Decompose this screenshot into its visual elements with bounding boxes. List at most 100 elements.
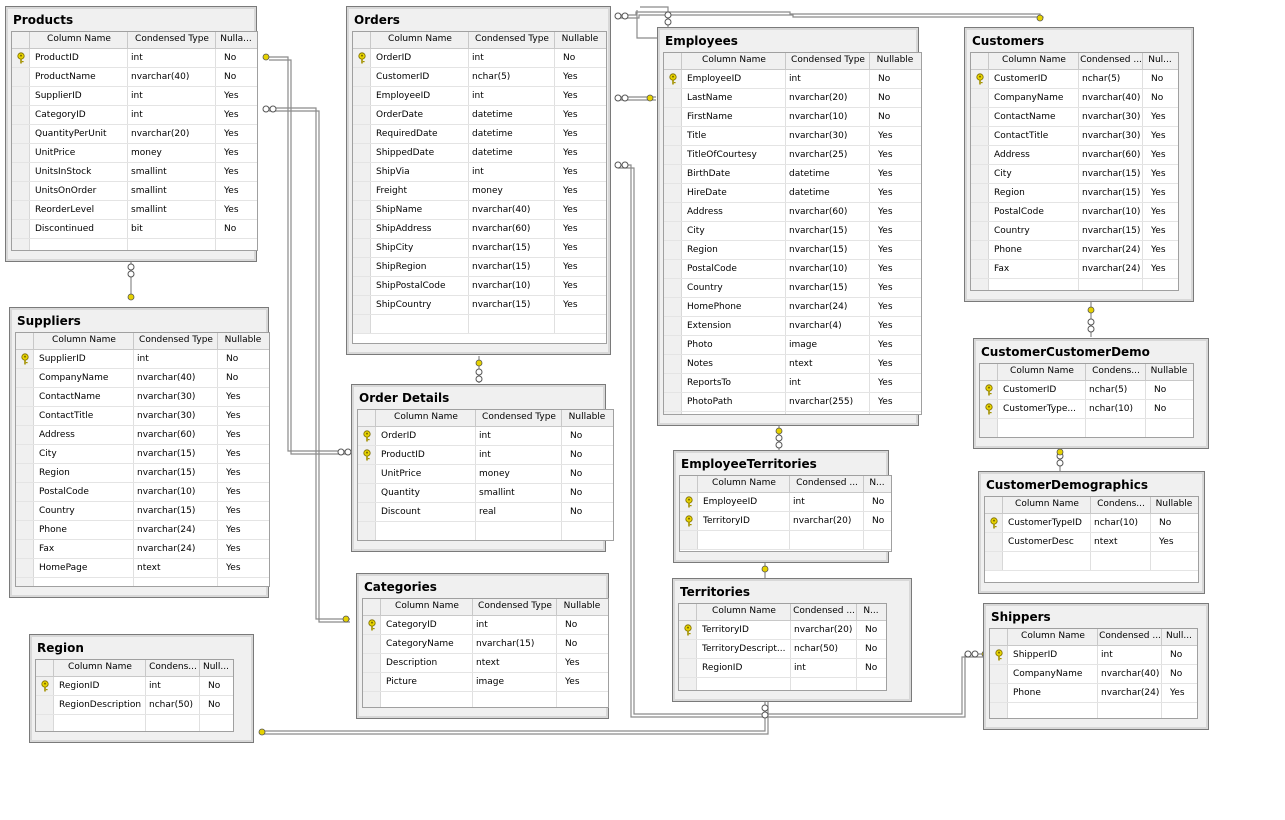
table-row[interactable]: Picture image Yes xyxy=(363,673,608,692)
cell-column-name[interactable]: ContactTitle xyxy=(39,411,94,421)
cell-nullable[interactable]: Yes xyxy=(878,302,893,312)
cell-column-name[interactable]: Discount xyxy=(381,507,421,517)
cell-nullable[interactable]: Yes xyxy=(878,378,893,388)
cell-nullable[interactable]: No xyxy=(570,469,583,479)
cell-nullable[interactable]: Yes xyxy=(563,205,578,215)
cell-condensed-type[interactable]: nchar(50) xyxy=(794,644,839,654)
table-row[interactable]: Region nvarchar(15) Yes xyxy=(16,464,269,483)
cell-nullable[interactable]: No xyxy=(872,497,885,507)
cell-condensed-type[interactable]: nvarchar(60) xyxy=(137,430,196,440)
row-selector[interactable] xyxy=(971,184,989,202)
cell-column-name[interactable]: Description xyxy=(386,658,438,668)
cell-condensed-type[interactable]: int xyxy=(472,53,484,63)
cell-nullable[interactable]: Yes xyxy=(563,148,578,158)
row-selector[interactable] xyxy=(353,182,371,200)
cell-condensed-type[interactable]: nvarchar(24) xyxy=(1082,264,1141,274)
row-selector[interactable] xyxy=(664,70,682,88)
header-nullable[interactable]: Nullable xyxy=(561,34,599,44)
cell-nullable[interactable]: Yes xyxy=(563,110,578,120)
row-selector[interactable] xyxy=(971,260,989,278)
cell-nullable[interactable]: Yes xyxy=(226,487,241,497)
cell-nullable[interactable]: Yes xyxy=(563,224,578,234)
table-row[interactable]: LastName nvarchar(20) No xyxy=(664,89,921,108)
table-orders[interactable]: Orders Column Name Condensed Type Nullable O… xyxy=(346,6,611,355)
cell-condensed-type[interactable]: nvarchar(10) xyxy=(137,487,196,497)
cell-nullable[interactable]: Yes xyxy=(878,359,893,369)
table-row[interactable]: PostalCode nvarchar(10) Yes xyxy=(664,260,921,279)
cell-column-name[interactable]: Freight xyxy=(376,186,408,196)
row-selector[interactable] xyxy=(16,407,34,425)
cell-column-name[interactable]: Address xyxy=(994,150,1030,160)
cell-nullable[interactable]: No xyxy=(565,639,578,649)
cell-column-name[interactable]: CustomerDesc xyxy=(1008,537,1074,547)
row-selector[interactable] xyxy=(12,220,30,238)
cell-condensed-type[interactable]: nvarchar(10) xyxy=(789,112,848,122)
cell-condensed-type[interactable]: datetime xyxy=(472,110,513,120)
empty-row[interactable] xyxy=(353,315,606,334)
header-nullable[interactable]: Nullable xyxy=(1155,499,1193,509)
cell-condensed-type[interactable]: int xyxy=(137,354,149,364)
table-categories[interactable]: Categories Column Name Condensed Type Nulla… xyxy=(356,573,609,719)
row-selector[interactable] xyxy=(971,203,989,221)
table-row[interactable]: OrderID int No xyxy=(358,427,613,446)
row-selector[interactable] xyxy=(664,146,682,164)
table-row[interactable]: ProductID int No xyxy=(358,446,613,465)
cell-nullable[interactable]: Yes xyxy=(224,167,239,177)
cell-nullable[interactable]: Yes xyxy=(565,658,580,668)
cell-column-name[interactable]: PostalCode xyxy=(994,207,1044,217)
cell-column-name[interactable]: Phone xyxy=(1013,688,1041,698)
row-selector[interactable] xyxy=(16,388,34,406)
cell-column-name[interactable]: CategoryName xyxy=(386,639,454,649)
header-nullable[interactable]: Nullable xyxy=(876,55,914,65)
cell-condensed-type[interactable]: int xyxy=(793,497,805,507)
table-row[interactable]: ShippedDate datetime Yes xyxy=(353,144,606,163)
cell-condensed-type[interactable]: datetime xyxy=(472,148,513,158)
cell-nullable[interactable]: No xyxy=(208,681,221,691)
row-selector[interactable] xyxy=(16,521,34,539)
cell-nullable[interactable]: Yes xyxy=(878,264,893,274)
cell-condensed-type[interactable]: ntext xyxy=(789,359,813,369)
cell-nullable[interactable]: No xyxy=(865,663,878,673)
cell-column-name[interactable]: Fax xyxy=(39,544,55,554)
row-selector[interactable] xyxy=(664,355,682,373)
table-row[interactable]: Fax nvarchar(24) Yes xyxy=(16,540,269,559)
row-selector[interactable] xyxy=(353,296,371,314)
rel-products-categories[interactable] xyxy=(266,107,350,620)
empty-row[interactable] xyxy=(358,522,613,540)
row-selector[interactable] xyxy=(990,684,1008,702)
cell-column-name[interactable]: LastName xyxy=(687,93,733,103)
cell-column-name[interactable]: UnitsInStock xyxy=(35,167,92,177)
cell-condensed-type[interactable]: image xyxy=(789,340,818,350)
cell-condensed-type[interactable]: smallint xyxy=(131,205,167,215)
cell-nullable[interactable]: Yes xyxy=(878,397,893,407)
row-selector[interactable] xyxy=(664,393,682,411)
cell-condensed-type[interactable]: int xyxy=(794,663,806,673)
cell-nullable[interactable]: No xyxy=(570,507,583,517)
table-row[interactable]: Address nvarchar(60) Yes xyxy=(16,426,269,445)
cell-condensed-type[interactable]: nvarchar(15) xyxy=(472,262,531,272)
cell-nullable[interactable]: Yes xyxy=(226,563,241,573)
cell-column-name[interactable]: RegionDescription xyxy=(59,700,142,710)
cell-column-name[interactable]: ProductID xyxy=(35,53,79,63)
cell-condensed-type[interactable]: nvarchar(24) xyxy=(1101,688,1160,698)
row-selector[interactable] xyxy=(12,87,30,105)
cell-column-name[interactable]: QuantityPerUnit xyxy=(35,129,107,139)
cell-condensed-type[interactable]: nvarchar(40) xyxy=(1101,669,1160,679)
header-column-name[interactable]: Column Name xyxy=(52,335,116,345)
cell-nullable[interactable]: Yes xyxy=(1159,537,1174,547)
cell-nullable[interactable]: Yes xyxy=(563,281,578,291)
table-row[interactable]: Phone nvarchar(24) Yes xyxy=(990,684,1197,703)
cell-column-name[interactable]: Region xyxy=(687,245,718,255)
row-selector[interactable] xyxy=(353,106,371,124)
cell-column-name[interactable]: ShipRegion xyxy=(376,262,427,272)
cell-nullable[interactable]: No xyxy=(878,112,891,122)
row-selector[interactable] xyxy=(363,673,381,691)
table-row[interactable]: ShipCity nvarchar(15) Yes xyxy=(353,239,606,258)
cell-nullable[interactable]: Yes xyxy=(878,150,893,160)
cell-nullable[interactable]: Yes xyxy=(878,245,893,255)
cell-condensed-type[interactable]: int xyxy=(476,620,488,630)
row-selector[interactable] xyxy=(358,427,376,445)
cell-nullable[interactable]: Yes xyxy=(878,321,893,331)
cell-column-name[interactable]: Extension xyxy=(687,321,732,331)
table-row[interactable]: PhotoPath nvarchar(255) Yes xyxy=(664,393,921,412)
